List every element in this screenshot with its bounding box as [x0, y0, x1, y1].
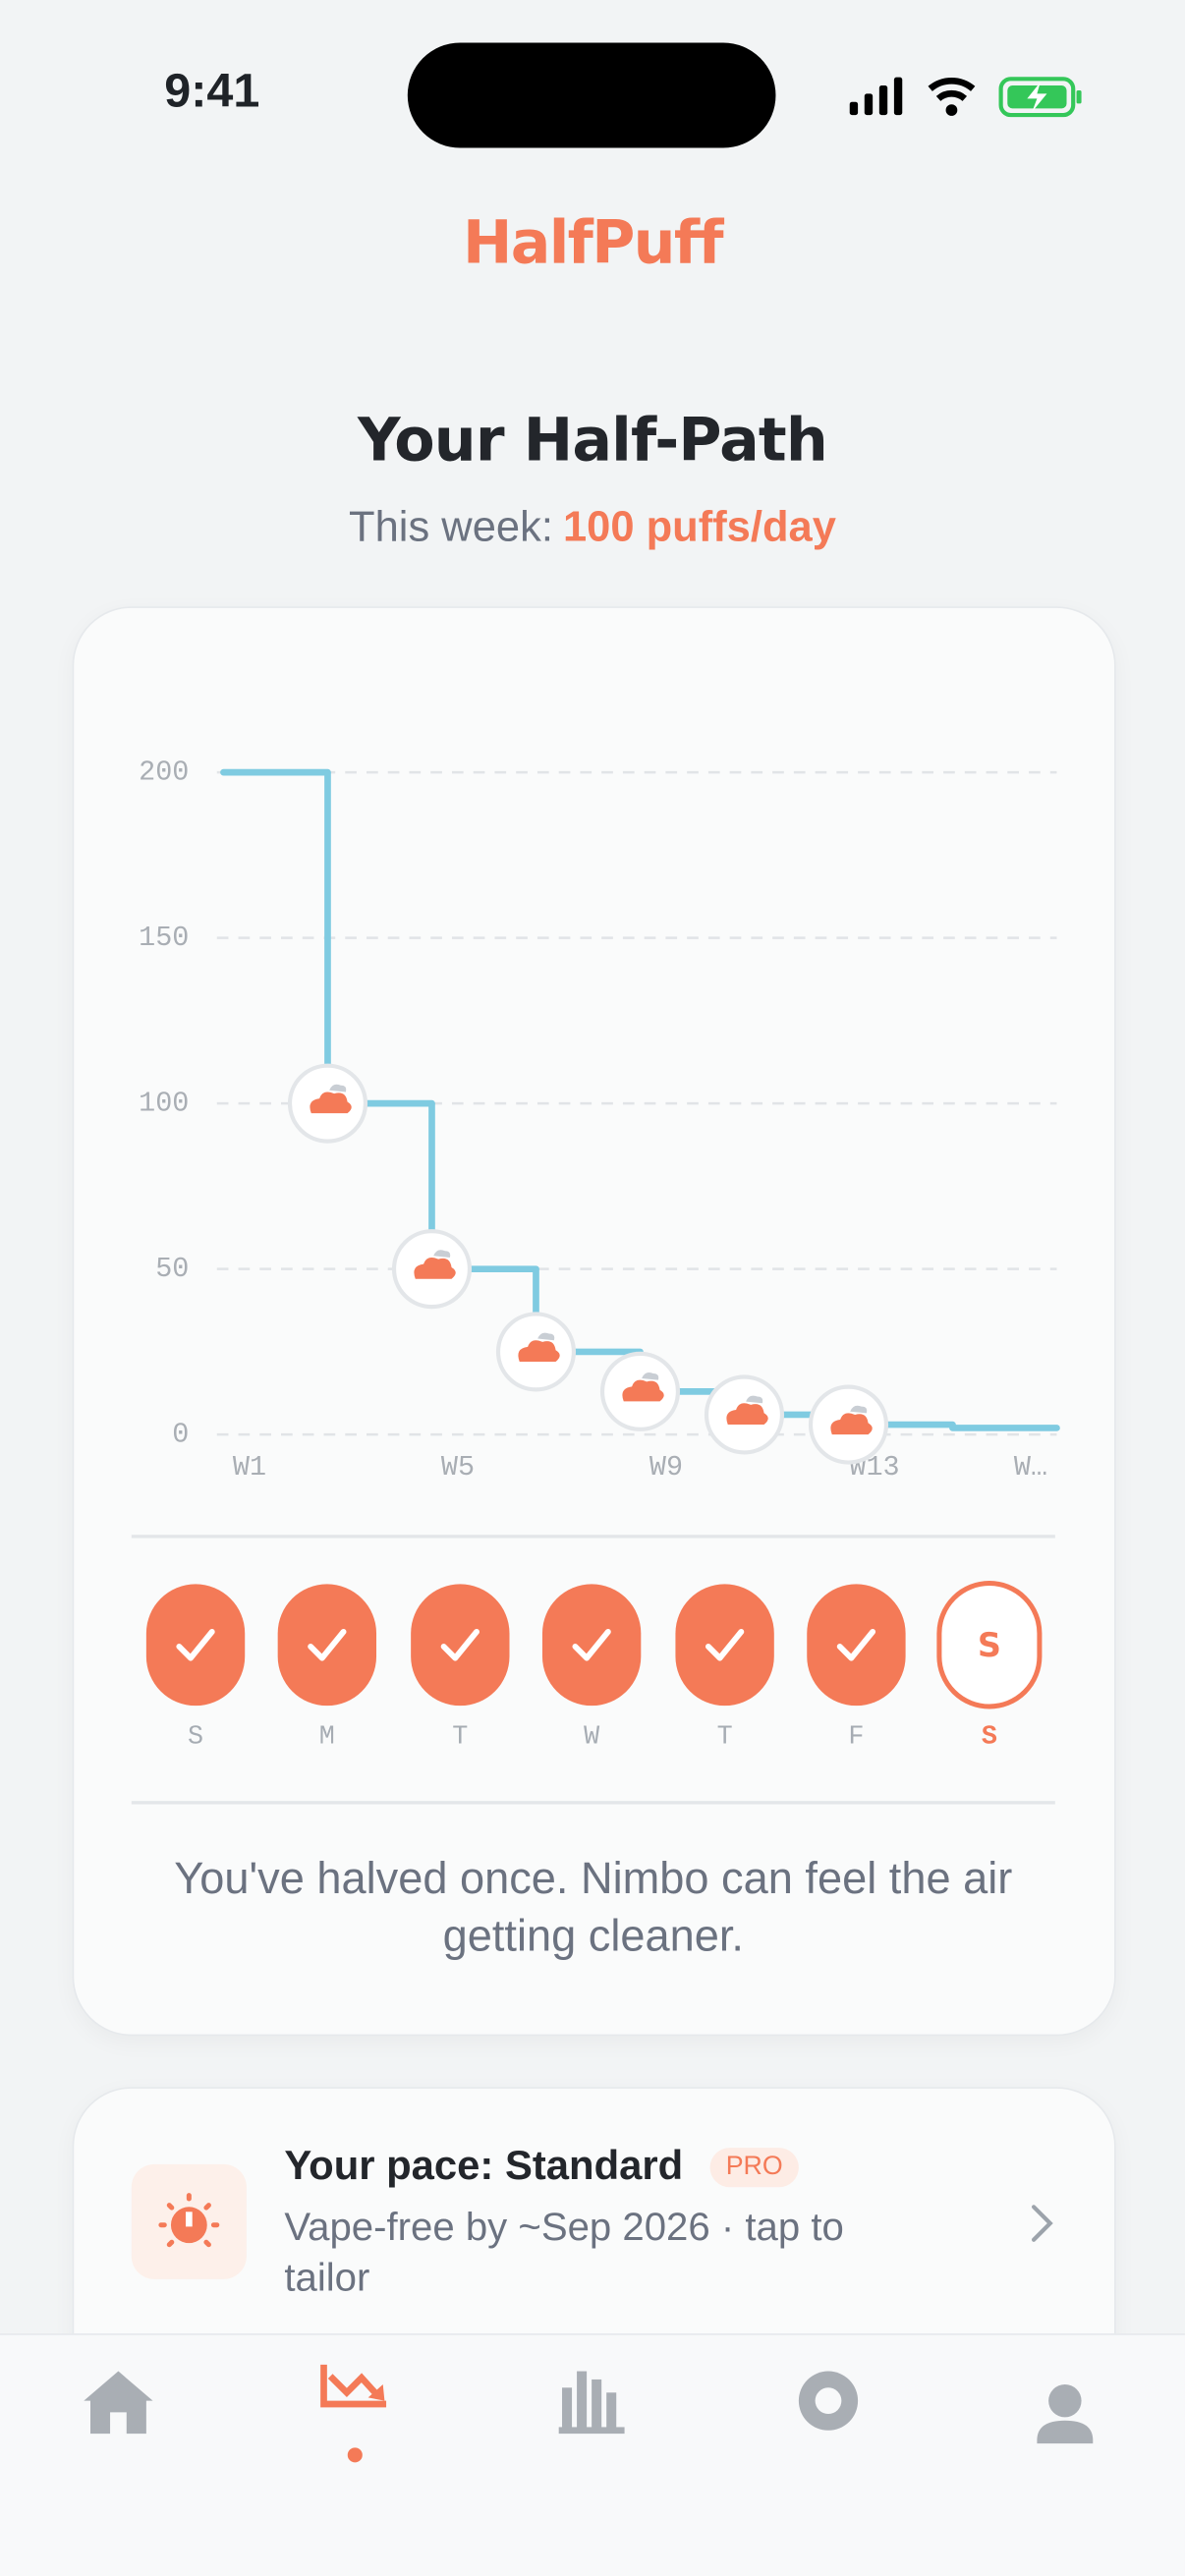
divider — [131, 1535, 1055, 1538]
y-tick-label: 100 — [139, 1088, 189, 1120]
mascot-puff — [329, 1084, 347, 1092]
status-icons — [849, 77, 1082, 118]
tab-icons — [84, 2364, 1094, 2463]
mascot-puff — [746, 1395, 763, 1404]
day-done — [807, 1584, 906, 1707]
check-icon — [836, 1628, 876, 1661]
path-card — [72, 606, 1116, 2037]
page-title: Your Half-Path — [358, 407, 828, 476]
check-icon — [308, 1628, 347, 1661]
y-tick-label: 200 — [139, 756, 189, 789]
dynamic-island — [407, 42, 776, 148]
app-title: HalfPuff — [463, 210, 724, 278]
page-subtitle: This week: 100 puffs/day — [0, 501, 1185, 552]
tab-icon[interactable] — [798, 2371, 859, 2431]
active-dot — [347, 2447, 363, 2463]
pace-title-text: Your pace: Standard — [284, 2143, 684, 2189]
y-tick-label: 50 — [155, 1253, 189, 1285]
day-label: M — [318, 1721, 335, 1752]
check-icon — [440, 1628, 480, 1661]
tab-icon[interactable] — [1037, 2383, 1094, 2444]
mascot-icon — [414, 1257, 456, 1279]
day-today: S — [936, 1581, 1043, 1709]
mascot-icon — [622, 1379, 664, 1402]
y-tick-label: 0 — [172, 1419, 189, 1451]
y-tick-label: 150 — [139, 922, 189, 954]
day-label: S — [187, 1721, 204, 1752]
mascot-icon — [830, 1413, 873, 1435]
day-label: T — [452, 1721, 469, 1752]
day-done — [541, 1584, 642, 1707]
tab-icon[interactable] — [320, 2364, 387, 2408]
day-label: T — [716, 1721, 733, 1752]
day-done — [411, 1584, 510, 1707]
subtitle-value: 100 puffs/day — [562, 501, 836, 551]
check-icon — [705, 1628, 745, 1661]
pace-icon-box — [131, 2163, 247, 2279]
pace-icon — [158, 2193, 220, 2248]
mascot-puff — [850, 1405, 868, 1414]
x-tick-label: W… — [1014, 1451, 1047, 1484]
day-label: S — [981, 1721, 997, 1752]
tab-bar — [0, 2333, 1185, 2576]
check-icon — [572, 1628, 611, 1661]
mascot-icon — [726, 1403, 768, 1425]
status-time: 9:41 — [164, 65, 260, 119]
mascot-icon — [310, 1092, 352, 1114]
mascot-puff — [433, 1250, 451, 1258]
day-label: F — [848, 1721, 865, 1752]
mascot-icon — [518, 1340, 560, 1362]
pro-badge: PRO — [708, 2147, 800, 2187]
day-done — [277, 1584, 377, 1707]
tab-icon[interactable] — [84, 2371, 153, 2435]
day-done — [675, 1584, 774, 1707]
progress-message: You've halved once. Nimbo can feel the a… — [174, 1853, 1013, 1961]
subtitle-label: This week: — [349, 501, 553, 551]
chevron — [1031, 2205, 1053, 2242]
mascot-puff — [642, 1372, 659, 1380]
pace-subtitle: Vape-free by ~Sep 2026 · tap to tailor — [284, 2205, 844, 2301]
tab-icon[interactable] — [558, 2371, 625, 2435]
x-tick-label: W1 — [233, 1451, 266, 1484]
x-tick-label: W9 — [649, 1451, 683, 1484]
day-label: W — [584, 1721, 600, 1752]
day-done — [145, 1584, 246, 1707]
mascot-puff — [537, 1332, 555, 1341]
check-icon — [176, 1628, 215, 1661]
x-tick-label: W5 — [441, 1451, 475, 1484]
divider — [131, 1801, 1055, 1804]
pace-title: Your pace: Standard PRO — [284, 2143, 800, 2191]
